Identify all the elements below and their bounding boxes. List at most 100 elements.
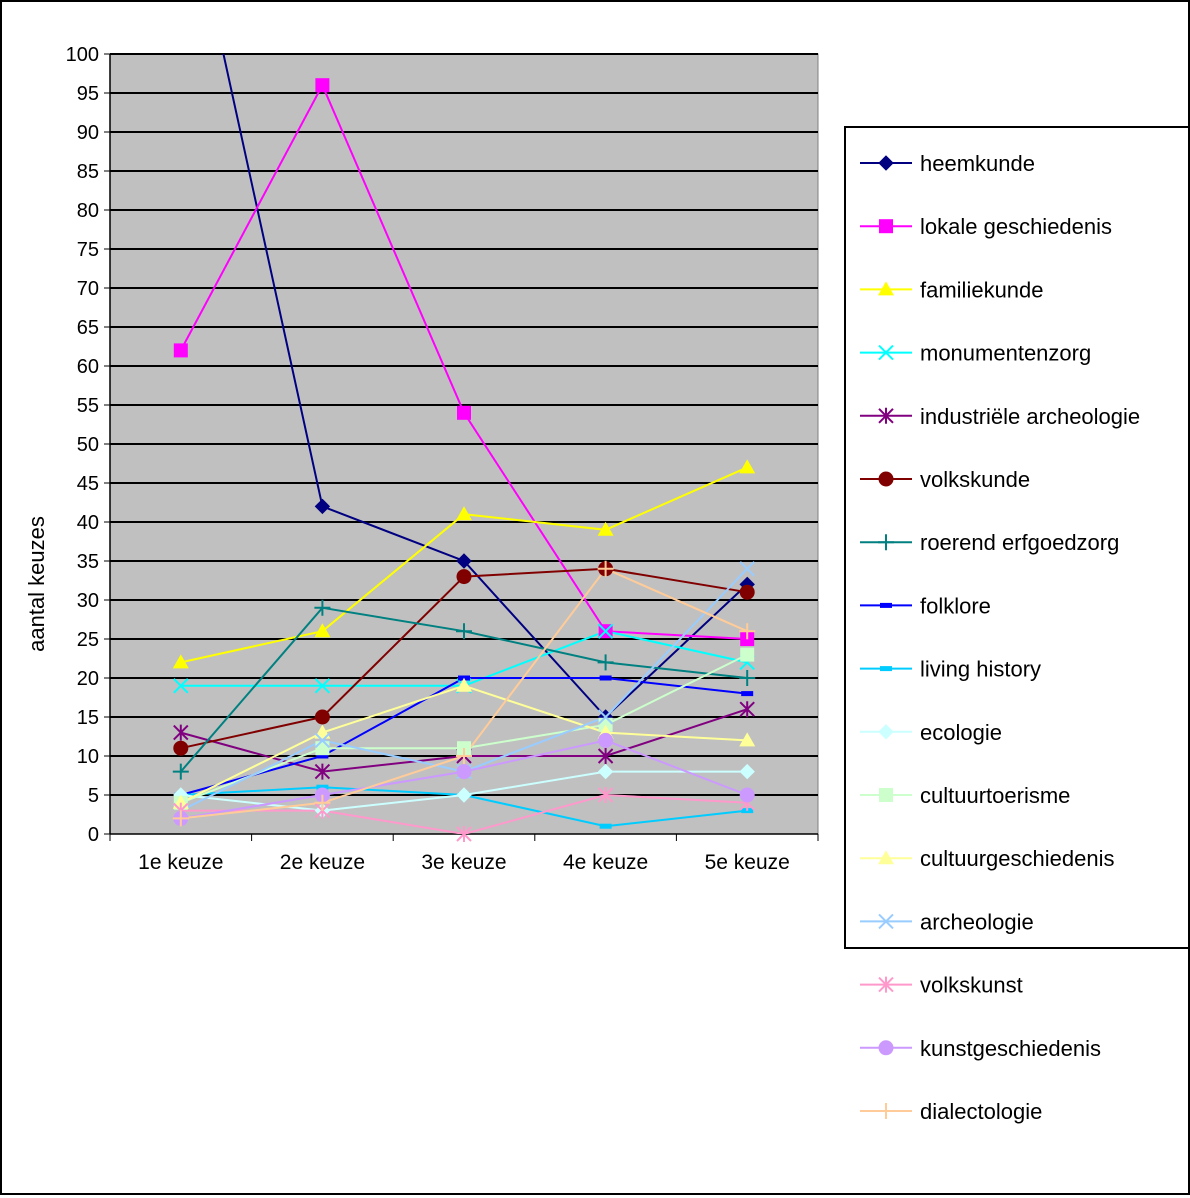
legend-marker bbox=[878, 471, 894, 487]
legend-label: living history bbox=[920, 657, 1041, 682]
legend-label: cultuurgeschiedenis bbox=[920, 846, 1114, 871]
data-point bbox=[740, 647, 755, 662]
data-point bbox=[739, 623, 756, 640]
data-point bbox=[173, 678, 189, 694]
legend-entry: roerend erfgoedzorg bbox=[860, 530, 1119, 555]
data-point bbox=[456, 764, 472, 780]
legend-marker bbox=[878, 850, 894, 865]
data-point bbox=[741, 691, 754, 697]
legend: heemkunde lokale geschiedenis familiekunde… bbox=[844, 126, 1190, 1124]
legend-entry: kunstgeschiedenis bbox=[860, 1036, 1101, 1061]
y-tick-label: 5 bbox=[88, 785, 99, 807]
series-line-13 bbox=[180, 793, 748, 834]
legend-entry: living history bbox=[860, 657, 1041, 682]
data-point bbox=[597, 654, 614, 671]
data-point bbox=[314, 498, 331, 515]
x-tick-label: 3e keuze bbox=[421, 851, 506, 874]
data-point bbox=[597, 763, 614, 780]
data-point bbox=[456, 787, 472, 803]
data-point bbox=[598, 732, 614, 748]
data-point bbox=[457, 405, 471, 420]
data-point bbox=[314, 794, 331, 811]
y-tick-label: 20 bbox=[77, 668, 99, 690]
legend-label: lokale geschiedenis bbox=[920, 214, 1112, 239]
legend-entry: industriële archeologie bbox=[860, 404, 1140, 429]
y-tick-label: 85 bbox=[77, 161, 99, 183]
data-point bbox=[599, 675, 612, 681]
data-point bbox=[456, 553, 472, 569]
data-point bbox=[597, 787, 614, 803]
y-tick-label: 75 bbox=[77, 239, 99, 261]
y-tick-label: 30 bbox=[77, 590, 99, 612]
legend-marker bbox=[878, 534, 894, 551]
data-point bbox=[597, 560, 614, 577]
data-point bbox=[456, 748, 472, 764]
data-point bbox=[739, 732, 756, 747]
x-tick-label: 5e keuze bbox=[705, 851, 790, 874]
legend-marker bbox=[878, 281, 894, 296]
y-tick-label: 35 bbox=[77, 551, 99, 573]
x-tick-label: 1e keuze bbox=[138, 851, 223, 874]
data-point bbox=[314, 763, 331, 780]
data-point bbox=[599, 823, 612, 829]
x-tick-labels: 1e keuze 2e keuze 3e keuze 4e keuze 5e keuze bbox=[138, 851, 790, 874]
legend-entry: heemkunde bbox=[860, 151, 1035, 176]
data-point bbox=[172, 810, 189, 827]
data-point bbox=[597, 709, 614, 725]
legend-entry: lokale geschiedenis bbox=[860, 214, 1112, 239]
legend-marker bbox=[878, 344, 894, 361]
data-point bbox=[456, 826, 472, 842]
y-tick-label: 15 bbox=[77, 707, 99, 729]
data-point bbox=[316, 753, 329, 759]
y-tick-label: 50 bbox=[77, 434, 99, 456]
y-tick-label: 0 bbox=[88, 824, 99, 846]
data-point bbox=[739, 701, 755, 718]
legend-marker bbox=[880, 602, 892, 608]
legend-marker bbox=[880, 666, 892, 672]
legend-label: ecologie bbox=[920, 720, 1002, 745]
y-tick-label: 80 bbox=[77, 200, 99, 222]
data-point bbox=[739, 459, 756, 474]
legend-entry: volkskunst bbox=[860, 973, 1023, 998]
data-point bbox=[739, 787, 755, 803]
y-tick-label: 45 bbox=[77, 473, 99, 495]
y-tick-label: 65 bbox=[77, 317, 99, 339]
legend-marker bbox=[878, 1040, 894, 1056]
legend-label: volkskunst bbox=[920, 973, 1023, 998]
series-markers bbox=[172, 78, 756, 842]
data-point bbox=[315, 78, 330, 93]
legend-label: roerend erfgoedzorg bbox=[920, 530, 1119, 555]
data-point bbox=[173, 724, 189, 741]
legend-marker bbox=[878, 1103, 894, 1119]
y-tick-label: 100 bbox=[66, 44, 99, 66]
gridlines bbox=[110, 53, 818, 796]
data-point bbox=[456, 677, 472, 692]
legend-entry: ecologie bbox=[860, 720, 1002, 745]
x-tick-label: 2e keuze bbox=[280, 851, 365, 874]
data-point bbox=[739, 561, 755, 577]
y-tick-label: 10 bbox=[77, 746, 99, 768]
legend-label: heemkunde bbox=[920, 151, 1035, 176]
legend-entry: dialectologie bbox=[860, 1099, 1042, 1124]
data-point bbox=[314, 599, 331, 616]
data-point bbox=[597, 623, 614, 639]
y-tick-label: 40 bbox=[77, 512, 99, 534]
legend-marker bbox=[878, 407, 894, 424]
y-tick-label: 60 bbox=[77, 356, 99, 378]
legend-label: volkskunde bbox=[920, 467, 1030, 492]
legend-marker bbox=[878, 724, 894, 740]
data-point bbox=[173, 740, 189, 756]
data-point bbox=[739, 584, 755, 600]
data-point bbox=[456, 569, 472, 585]
legend-label: cultuurtoerisme bbox=[920, 783, 1070, 808]
data-point bbox=[173, 343, 188, 358]
data-point bbox=[172, 654, 189, 669]
legend-label: monumentenzorg bbox=[920, 341, 1091, 366]
legend-marker bbox=[878, 976, 894, 993]
y-tick-label: 70 bbox=[77, 278, 99, 300]
legend-marker bbox=[878, 913, 894, 930]
legend-entry: volkskunde bbox=[860, 467, 1030, 492]
legend-entry: cultuurgeschiedenis bbox=[860, 846, 1114, 871]
legend-entry: archeologie bbox=[860, 909, 1034, 934]
